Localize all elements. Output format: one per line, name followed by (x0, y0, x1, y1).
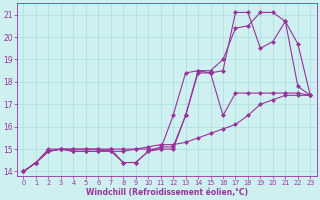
X-axis label: Windchill (Refroidissement éolien,°C): Windchill (Refroidissement éolien,°C) (86, 188, 248, 197)
